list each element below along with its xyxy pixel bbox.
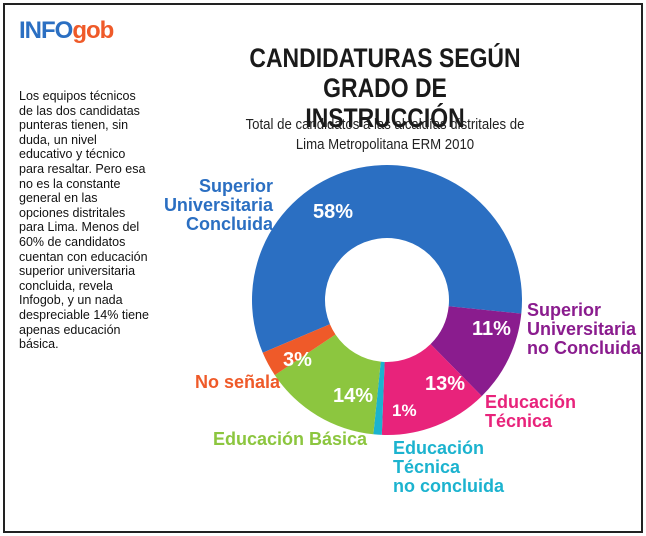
logo: INFOgob [19,17,114,45]
chart-title: CANDIDATURAS SEGÚN GRADO DE INSTRUCCIÓN [249,43,521,133]
category-label: Superior Universitaria no Concluida [527,300,641,358]
chart [252,165,523,435]
donut-segment [252,165,523,353]
logo-part: gob [72,17,114,44]
value-label: 3% [283,349,312,371]
value-label: 58% [313,201,354,223]
donut-segment [274,334,381,435]
chart-subtitle: Total de candidatos a las alcaldías dist… [245,116,525,153]
category-label: Superior Universitaria Concluida [163,176,273,234]
category-label: No señala [195,372,281,392]
donut-segment [373,361,385,435]
infographic: INFOgob Los equipos técnicos de las dos … [3,3,643,533]
donut-segment [381,344,482,435]
donut-segment [262,324,336,376]
value-label: 1% [392,401,417,420]
sidebar-text: Los equipos técnicos de las dos candidat… [19,89,149,352]
value-label: 11% [472,318,511,340]
category-label: Educación Básica [213,429,368,449]
category-label: Educación Técnica [485,392,577,431]
category-label: Educación Técnica no concluida [393,438,505,496]
logo-part: INFO [19,17,73,44]
donut-segment [430,306,522,397]
value-label: 14% [333,385,374,407]
value-label: 13% [425,373,466,395]
